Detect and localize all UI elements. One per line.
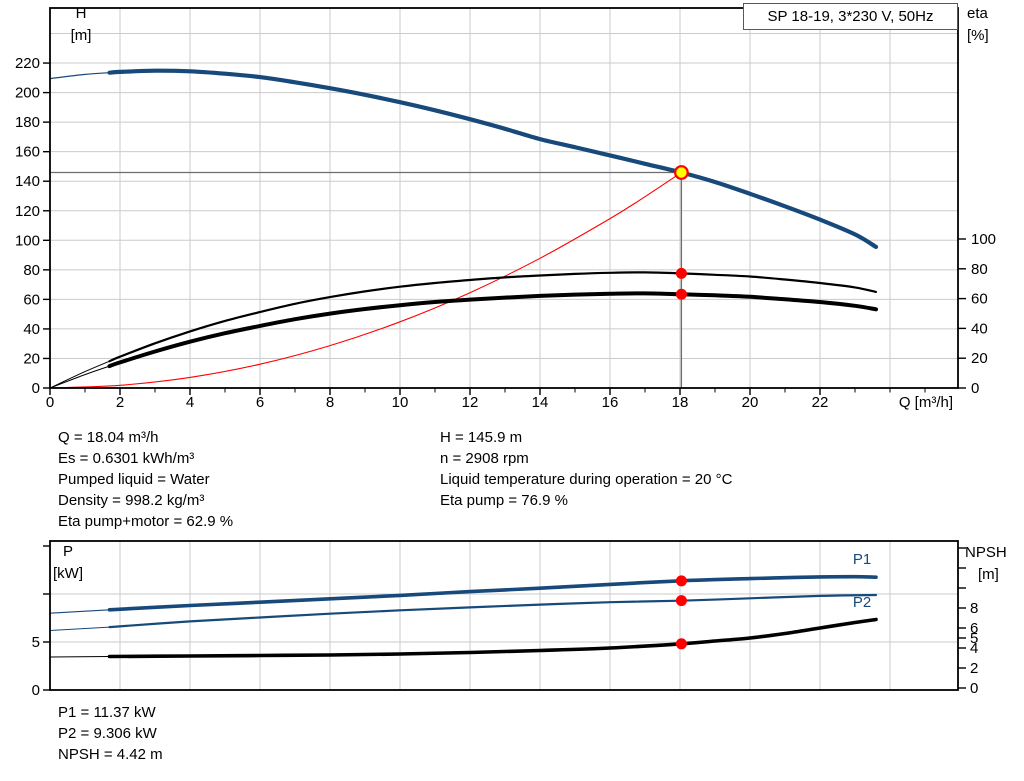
system-curve [49, 171, 682, 389]
p-tick-label: 5 [32, 634, 40, 651]
p-axis-title-symbol: P [62, 543, 73, 560]
head-curve [49, 72, 111, 80]
p-axis-title: P [kW] [44, 541, 92, 585]
operating-point-marker [675, 638, 687, 650]
p-axis-title-unit: [kW] [53, 565, 83, 582]
eta-tick-label: 100 [971, 231, 996, 248]
eta-tick-label: 20 [971, 350, 988, 367]
npsh-curve [107, 617, 878, 659]
p2-curve-label: P2 [852, 594, 872, 611]
npsh-curve [49, 656, 110, 658]
h-tick-label: 60 [23, 291, 40, 308]
x-axis-title: Q [m³/h] [898, 394, 953, 411]
x-tick-label: 8 [326, 394, 334, 411]
npsh-tick-label: 8 [970, 600, 978, 617]
duty-point-marker [674, 165, 689, 180]
h-tick-label: 100 [15, 232, 40, 249]
h-tick-label: 220 [15, 55, 40, 72]
x-tick-label: 12 [462, 394, 479, 411]
x-tick-label: 10 [392, 394, 409, 411]
x-tick-label: 0 [46, 394, 54, 411]
pump-title-box: SP 18-19, 3*230 V, 50Hz [743, 3, 958, 30]
info-liquid-temp: Liquid temperature during operation = 20… [440, 471, 733, 488]
y-right-axis-title-unit: [%] [967, 27, 989, 44]
operating-point-marker [675, 575, 687, 587]
info-p1: P1 = 11.37 kW [58, 704, 156, 721]
info-es: Es = 0.6301 kWh/m³ [58, 450, 195, 467]
p2-curve [49, 626, 110, 631]
eta-pump-motor-curve [107, 291, 878, 369]
eta-tick-label: 60 [971, 291, 988, 308]
info-npsh: NPSH = 4.42 m [58, 746, 163, 763]
npsh-axis-unit: [m] [978, 566, 999, 583]
eta-tick-label: 0 [971, 380, 979, 397]
y-left-axis-title-symbol: H [75, 5, 87, 22]
info-pumped-liquid: Pumped liquid = Water [58, 471, 210, 488]
h-tick-label: 140 [15, 173, 40, 190]
info-eta-pump: Eta pump = 76.9 % [440, 492, 568, 509]
x-tick-label: 20 [742, 394, 759, 411]
h-tick-label: 200 [15, 85, 40, 102]
head-curve [107, 68, 879, 249]
x-tick-label: 2 [116, 394, 124, 411]
bottom-chart-border [49, 540, 959, 691]
info-block-left: Q = 18.04 m³/h Es = 0.6301 kWh/m³ Pumped… [58, 427, 233, 532]
y-right-axis-title-symbol: eta [967, 5, 988, 22]
h-tick-label: 20 [23, 350, 40, 367]
eta-tick-label: 80 [971, 261, 988, 278]
x-tick-label: 18 [672, 394, 689, 411]
eta-pump-motor-curve [49, 365, 110, 389]
p2-curve [108, 593, 878, 629]
operating-point-marker [675, 595, 687, 607]
y-left-axis-title-unit: [m] [70, 27, 92, 44]
eta-pump-curve [49, 360, 110, 389]
info-block-bottom: P1 = 11.37 kW P2 = 9.306 kW NPSH = 4.42 … [58, 702, 163, 765]
info-density: Density = 998.2 kg/m³ [58, 492, 205, 509]
efficiency-point-marker [675, 267, 687, 279]
x-tick-label: 22 [812, 394, 829, 411]
h-tick-label: 80 [23, 262, 40, 279]
h-tick-label: 160 [15, 144, 40, 161]
npsh-tick-label: 4 [970, 640, 978, 657]
info-p2: P2 = 9.306 kW [58, 725, 157, 742]
npsh-axis-title: NPSH [965, 544, 1007, 561]
efficiency-point-marker [675, 288, 687, 300]
info-h: H = 145.9 m [440, 429, 523, 446]
info-q: Q = 18.04 m³/h [58, 429, 159, 446]
eta-pump-curve [108, 271, 878, 363]
info-block-right: H = 145.9 m n = 2908 rpm Liquid temperat… [440, 427, 732, 511]
top-chart-border [49, 7, 959, 389]
x-tick-label: 16 [602, 394, 619, 411]
npsh-tick-label: 2 [970, 660, 978, 677]
npsh-tick-label: 5 [970, 630, 978, 647]
p1-curve [107, 574, 878, 612]
info-n: n = 2908 rpm [440, 450, 529, 467]
info-eta-pump-motor: Eta pump+motor = 62.9 % [58, 513, 234, 530]
h-tick-label: 180 [15, 114, 40, 131]
h-tick-label: 40 [23, 321, 40, 338]
eta-tick-label: 40 [971, 320, 988, 337]
p-tick-label: 0 [32, 682, 40, 699]
h-tick-label: 0 [32, 380, 40, 397]
x-tick-label: 4 [186, 394, 194, 411]
x-tick-label: 6 [256, 394, 264, 411]
y-right-axis-title: eta [%] [967, 3, 1017, 47]
npsh-tick-label: 6 [970, 620, 978, 637]
h-tick-label: 120 [15, 203, 40, 220]
npsh-tick-label: 0 [970, 680, 978, 697]
p1-curve-label: P1 [852, 551, 872, 568]
x-tick-label: 14 [532, 394, 549, 411]
p1-curve [49, 609, 111, 614]
y-left-axis-title: H [m] [57, 3, 105, 47]
